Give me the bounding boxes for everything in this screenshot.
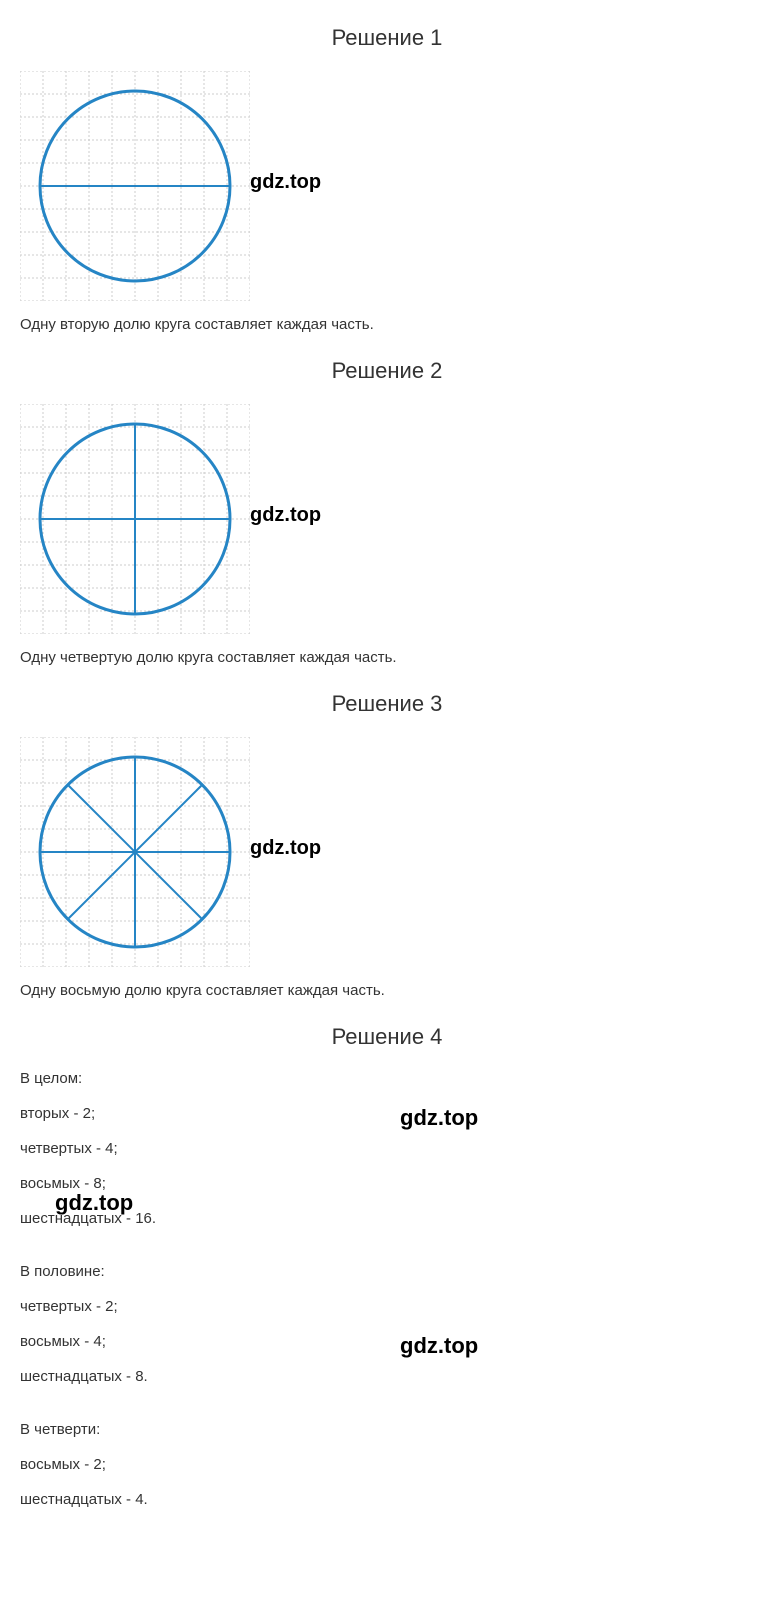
watermark-s4-1: gdz.top [400, 1105, 478, 1131]
section-title-1: Решение 1 [20, 25, 754, 51]
block2-header: В половине: [20, 1263, 754, 1280]
text-block-2: В половине: четвертых - 2; восьмых - 4; … [20, 1263, 754, 1385]
section-title-3: Решение 3 [20, 691, 754, 717]
caption-1: Одну вторую долю круга составляет каждая… [20, 316, 754, 333]
watermark-1: gdz.top [250, 171, 321, 194]
watermark-s4-3: gdz.top [400, 1333, 478, 1359]
section-title-4: Решение 4 [20, 1024, 754, 1050]
circle-diagram-3 [20, 737, 250, 967]
watermark-2: gdz.top [250, 504, 321, 527]
section-title-2: Решение 2 [20, 358, 754, 384]
diagram-2-container: gdz.top [20, 404, 250, 634]
diagram-1-container: gdz.top [20, 71, 250, 301]
block1-header: В целом: [20, 1070, 754, 1087]
block2-line-2: шестнадцатых - 8. [20, 1368, 754, 1385]
block2-line-1: восьмых - 4; [20, 1333, 754, 1350]
block1-line-1: четвертых - 4; [20, 1140, 754, 1157]
block2-line-0: четвертых - 2; [20, 1298, 754, 1315]
circle-diagram-2 [20, 404, 250, 634]
diagram-3-container: gdz.top [20, 737, 250, 967]
block1-line-0: вторых - 2; [20, 1105, 754, 1122]
text-block-3: В четверти: восьмых - 2; шестнадцатых - … [20, 1421, 754, 1508]
circle-diagram-1 [20, 71, 250, 301]
block3-header: В четверти: [20, 1421, 754, 1438]
caption-2: Одну четвертую долю круга составляет каж… [20, 649, 754, 666]
caption-3: Одну восьмую долю круга составляет кажда… [20, 982, 754, 999]
block3-line-0: восьмых - 2; [20, 1456, 754, 1473]
watermark-s4-2: gdz.top [55, 1190, 133, 1216]
block3-line-1: шестнадцатых - 4. [20, 1491, 754, 1508]
watermark-3: gdz.top [250, 837, 321, 860]
text-block-1: В целом: вторых - 2; четвертых - 4; вось… [20, 1070, 754, 1227]
